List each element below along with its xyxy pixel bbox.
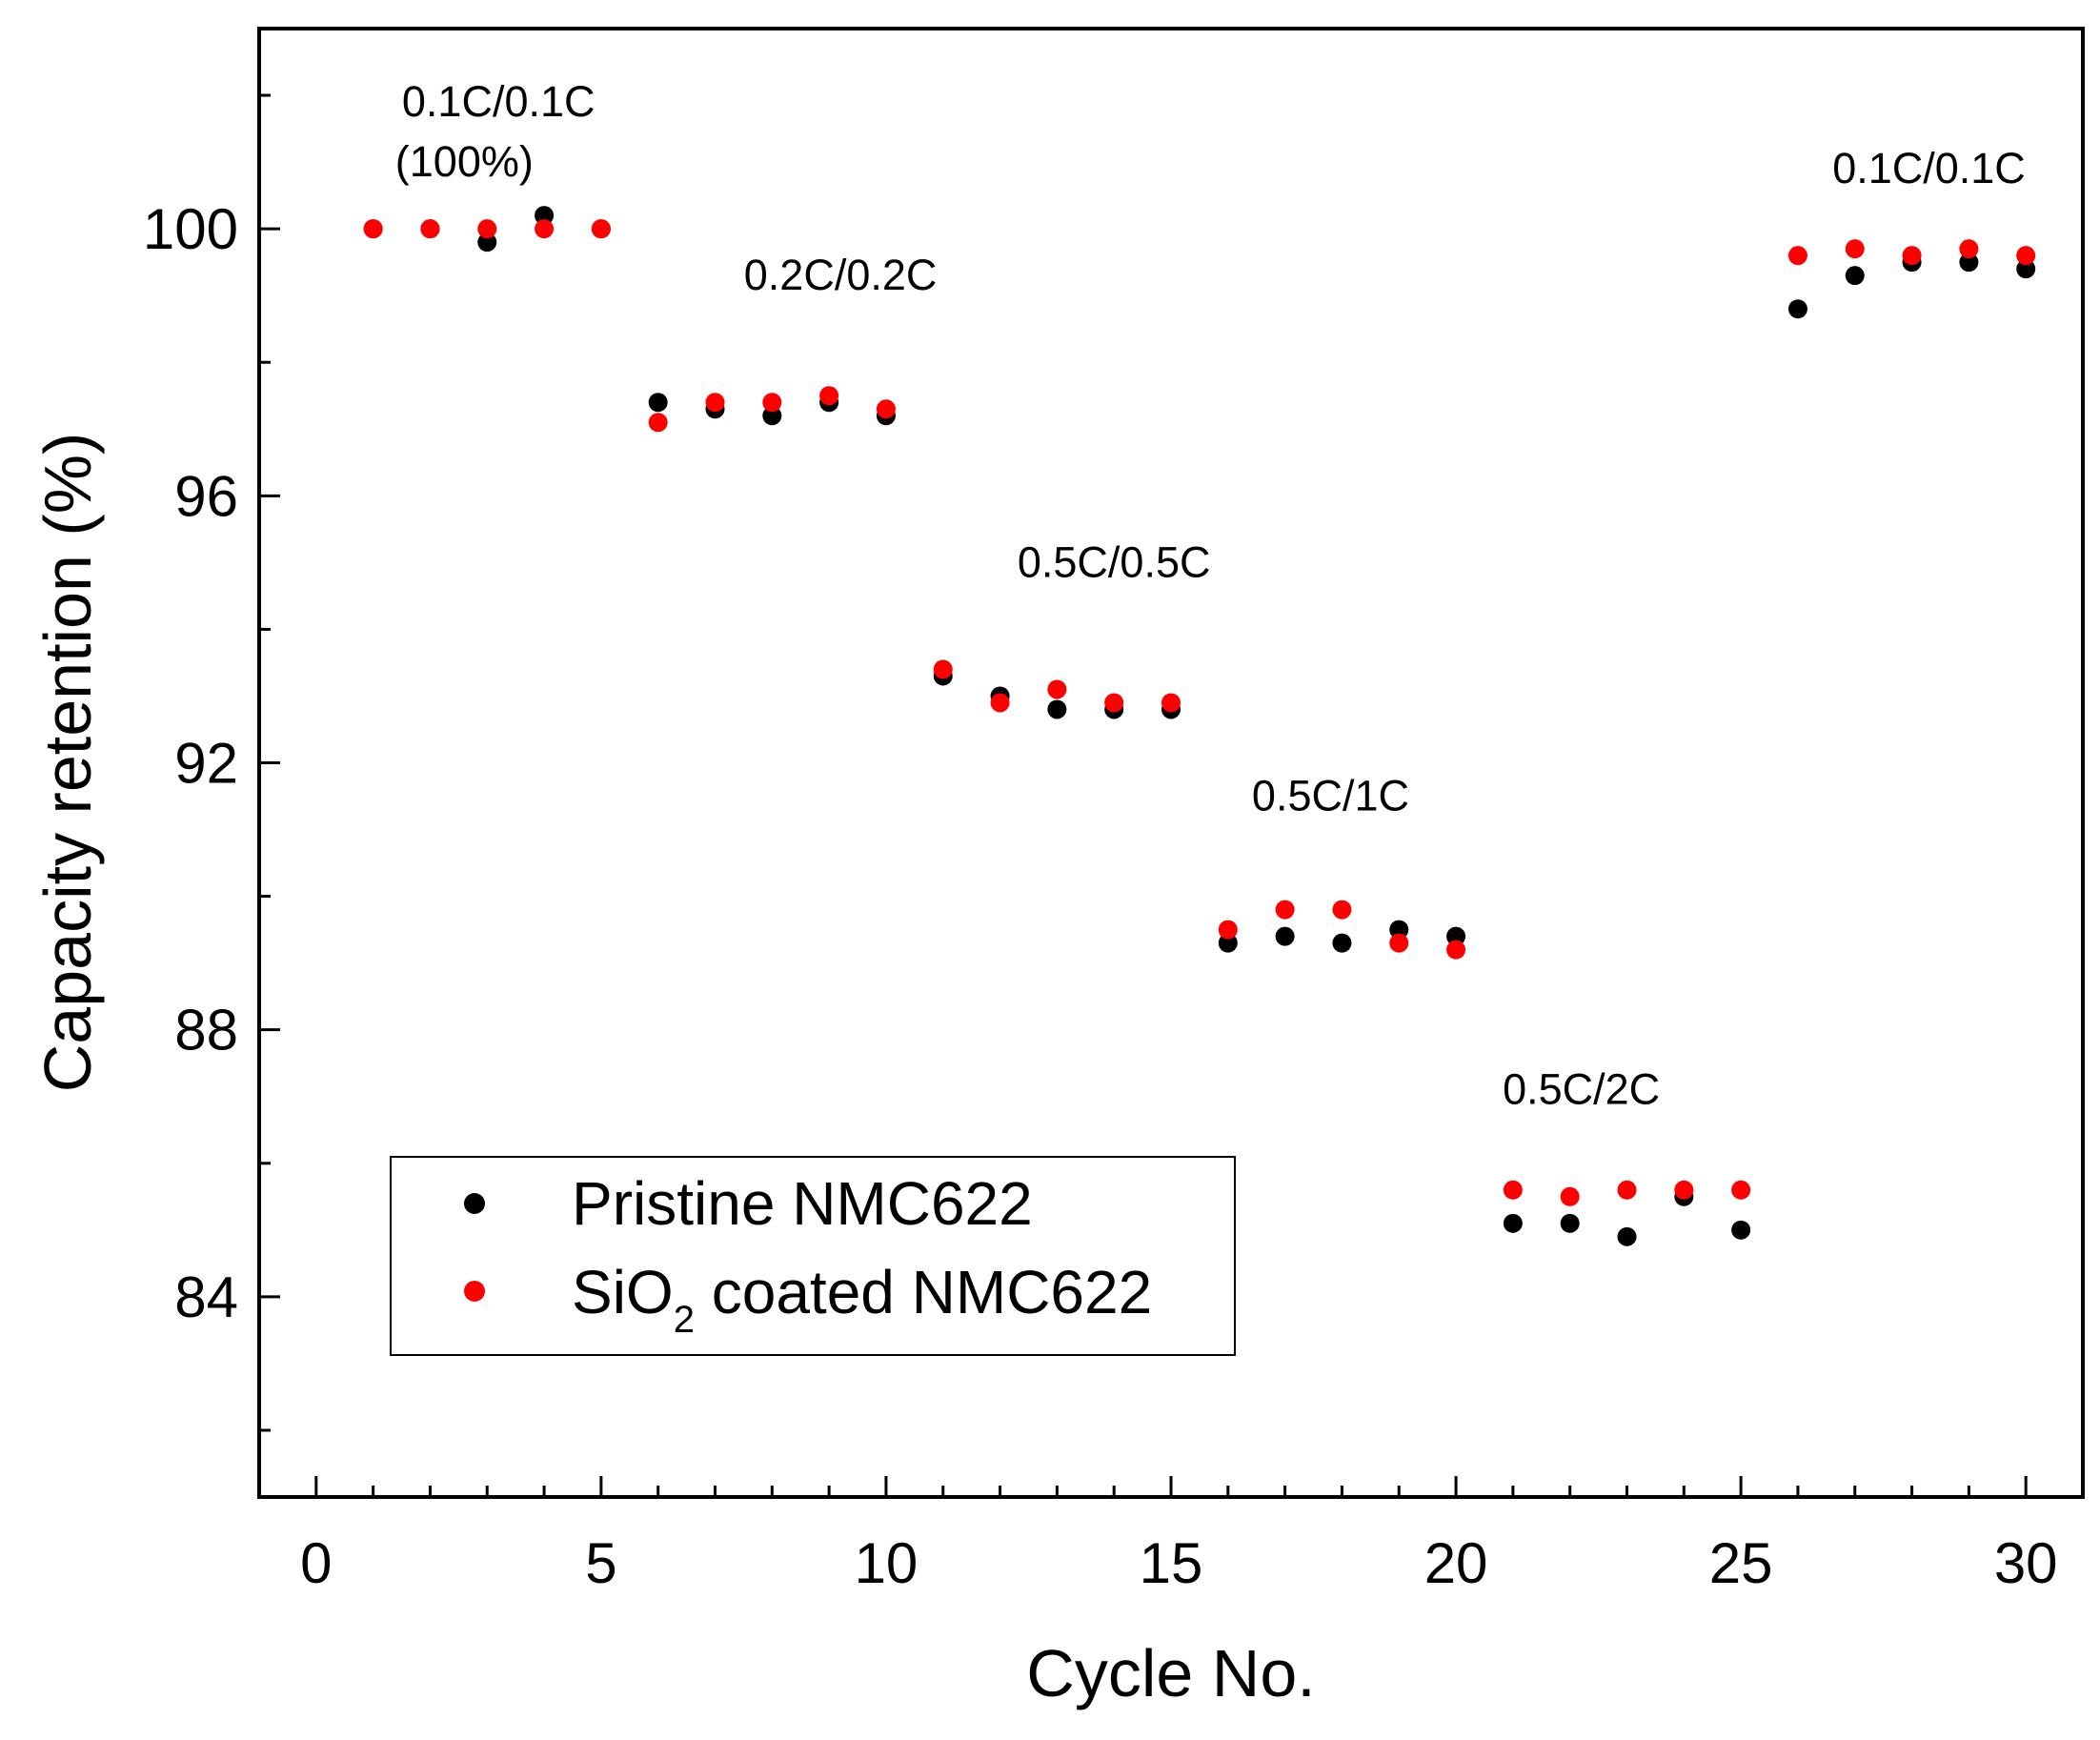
data-point [1674, 1180, 1694, 1200]
rate-annotation: 0.5C/0.5C [1018, 537, 1211, 586]
data-point [1161, 693, 1181, 713]
data-point [1902, 246, 1922, 266]
data-point [1787, 299, 1807, 319]
data-point [1560, 1213, 1580, 1233]
rate-annotation: 0.1C/0.1C [1832, 144, 2026, 192]
y-axis: 84 88 92 96 100 [143, 93, 280, 1432]
legend-marker-pristine [464, 1193, 485, 1214]
y-tick-label: 88 [174, 999, 238, 1062]
data-point [1047, 679, 1067, 699]
data-point [762, 406, 782, 426]
data-point [1218, 920, 1238, 940]
data-point [1446, 926, 1466, 946]
y-tick-label: 96 [174, 464, 238, 528]
x-axis: 0 5 10 15 20 25 30 [300, 1476, 2058, 1595]
data-point [876, 399, 896, 419]
y-tick-label: 84 [174, 1265, 238, 1329]
legend-label-sio2: SiO2 coated NMC622 [572, 1258, 1152, 1341]
data-point [1617, 1180, 1637, 1200]
data-point [648, 413, 668, 433]
data-point [2016, 259, 2036, 279]
rate-annotation: 0.1C/0.1C [402, 77, 596, 126]
x-tick-label: 30 [1994, 1531, 2058, 1595]
data-point [1446, 940, 1466, 960]
x-tick-label: 10 [855, 1531, 919, 1595]
data-point [477, 233, 497, 253]
rate-annotation: 0.2C/0.2C [744, 251, 938, 299]
data-point [363, 219, 383, 239]
data-point [819, 386, 839, 406]
data-point [591, 219, 611, 239]
x-tick-label: 15 [1140, 1531, 1203, 1595]
rate-annotation: (100%) [395, 137, 534, 186]
x-tick-label: 20 [1424, 1531, 1488, 1595]
data-point [648, 393, 668, 413]
data-point [1731, 1220, 1751, 1240]
rate-annotation: 0.5C/1C [1252, 772, 1409, 820]
data-point [1275, 926, 1295, 946]
data-point [1845, 266, 1865, 286]
data-point [1959, 253, 1979, 273]
series-sio2-coated [363, 219, 2036, 1206]
series-pristine [363, 206, 2036, 1246]
y-axis-title: Capacity retention (%) [30, 433, 105, 1093]
legend-label-pristine: Pristine NMC622 [572, 1169, 1033, 1238]
data-point [1560, 1186, 1580, 1206]
x-tick-label: 0 [300, 1531, 332, 1595]
data-point [1959, 239, 1979, 259]
data-point [705, 393, 725, 413]
legend-marker-sio2 [464, 1281, 485, 1302]
rate-annotations: 0.1C/0.1C (100%) 0.2C/0.2C 0.5C/0.5C 0.5C/1C… [395, 77, 2026, 1114]
data-point [477, 219, 497, 239]
data-point [1218, 933, 1238, 953]
data-point [1389, 933, 1409, 953]
data-point [1845, 239, 1865, 259]
data-point [1503, 1213, 1523, 1233]
data-point [1047, 699, 1067, 719]
data-point [1787, 246, 1807, 266]
data-point [1332, 900, 1352, 920]
data-point [535, 219, 555, 239]
data-point [535, 206, 555, 226]
y-tick-label: 100 [143, 197, 238, 261]
data-point [1104, 693, 1124, 713]
data-point [420, 219, 440, 239]
y-tick-label: 92 [174, 732, 238, 796]
rate-annotation: 0.5C/2C [1503, 1065, 1660, 1114]
data-point [933, 659, 953, 679]
legend: Pristine NMC622 SiO2 coated NMC622 [390, 1156, 1236, 1356]
data-point [1332, 933, 1352, 953]
data-point [762, 393, 782, 413]
x-tick-label: 5 [585, 1531, 616, 1595]
x-tick-label: 25 [1709, 1531, 1773, 1595]
data-points [363, 206, 2036, 1246]
x-axis-title: Cycle No. [1026, 1636, 1315, 1710]
data-point [1389, 920, 1409, 940]
data-point [1731, 1180, 1751, 1200]
data-point [1275, 900, 1295, 920]
data-point [2016, 246, 2036, 266]
data-point [1503, 1180, 1523, 1200]
legend-box [390, 1156, 1236, 1356]
data-point [990, 693, 1010, 713]
data-point [1617, 1226, 1637, 1246]
